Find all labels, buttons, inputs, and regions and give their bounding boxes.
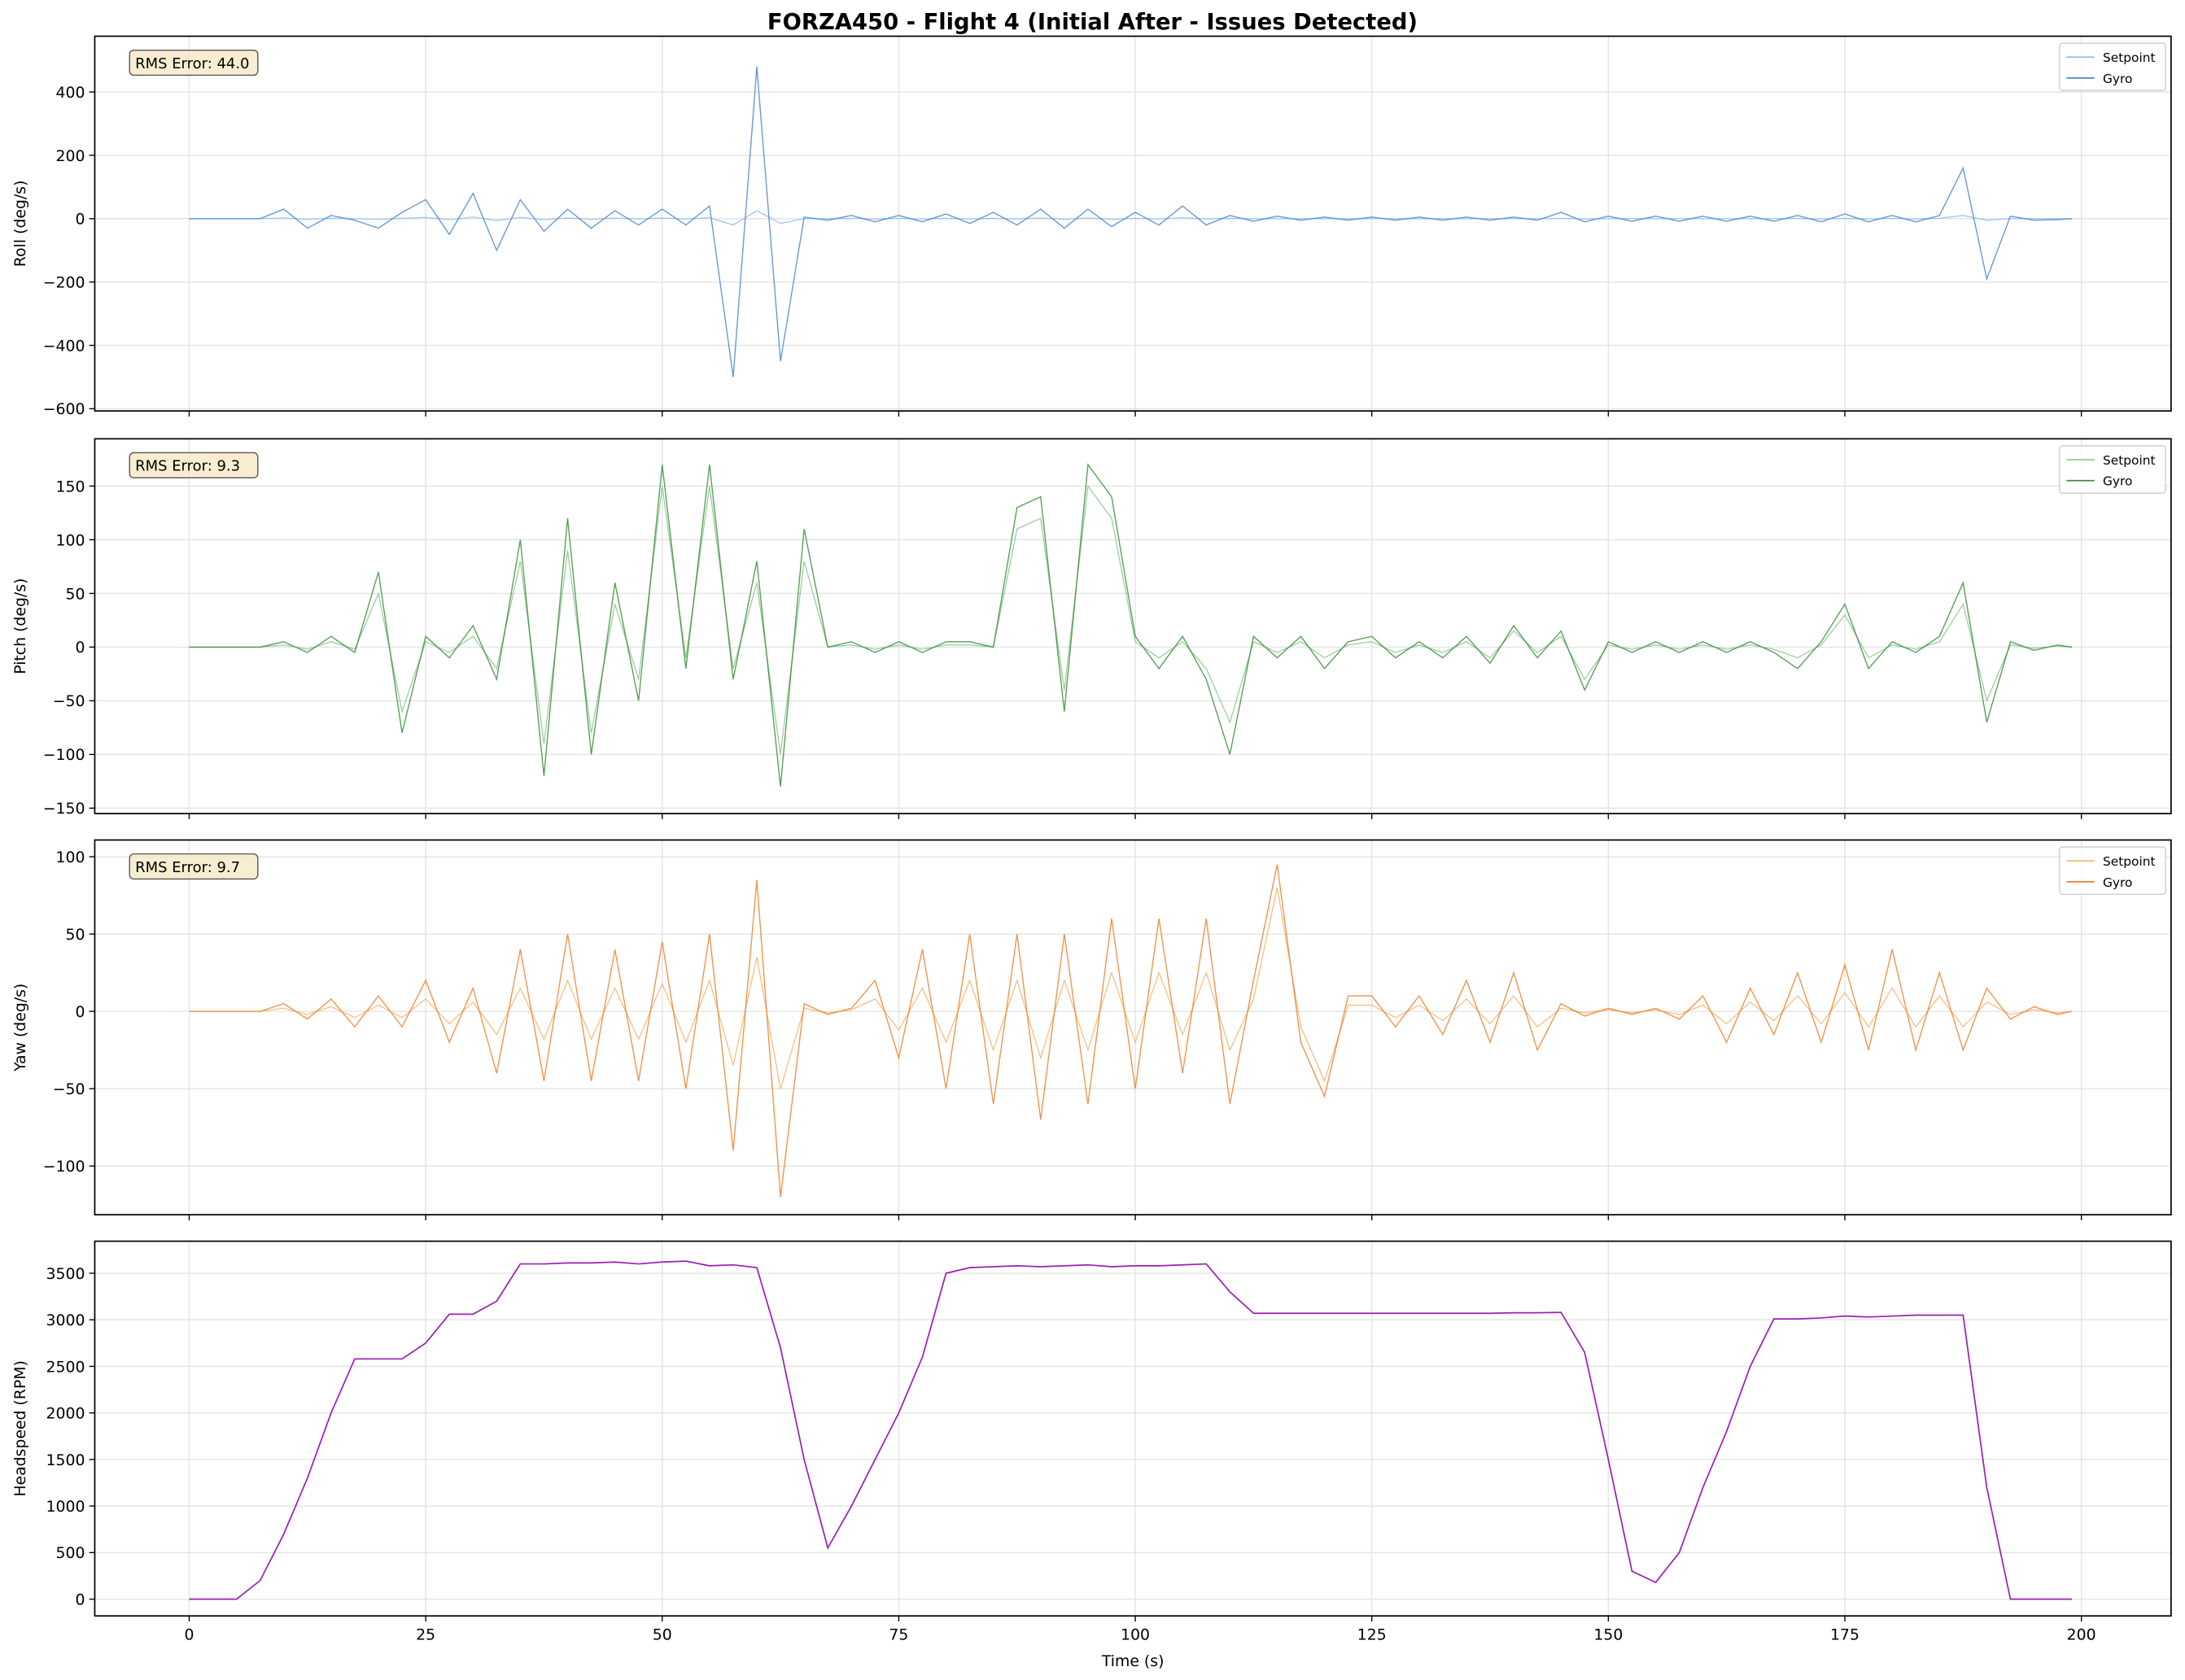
y-tick-label: 200 — [56, 148, 85, 165]
axes-frame — [94, 438, 2172, 814]
y-tick-label: −400 — [43, 338, 85, 355]
x-tick-label: 175 — [1830, 1626, 1859, 1643]
y-tick-label: 100 — [56, 849, 85, 866]
annotation-box — [129, 853, 259, 880]
x-axis-label: Time (s) — [1101, 1653, 1165, 1670]
y-axis-label: Yaw (deg/s) — [12, 984, 29, 1072]
y-tick-label: 0 — [75, 639, 85, 657]
x-tick-label: 25 — [416, 1626, 435, 1643]
annotation: RMS Error: 9.3 — [135, 458, 240, 475]
y-tick-label: 1000 — [46, 1499, 85, 1516]
y-tick-label: 1500 — [46, 1452, 85, 1469]
y-tick-label: 3000 — [46, 1312, 85, 1329]
data-line — [189, 463, 2073, 788]
y-tick-label: 0 — [75, 1004, 85, 1021]
figure-title: FORZA450 - Flight 4 (Initial After - Iss… — [767, 10, 1418, 35]
legend-label: Setpoint — [2103, 453, 2156, 468]
x-tick-label: 50 — [653, 1626, 672, 1643]
x-tick-label: 100 — [1121, 1626, 1150, 1643]
y-tick-label: 50 — [65, 586, 85, 603]
axes-frame — [94, 1240, 2172, 1617]
y-tick-label: 500 — [56, 1545, 85, 1562]
y-axis-label: Pitch (deg/s) — [12, 578, 29, 674]
axes-frame — [94, 839, 2172, 1215]
x-tick-label: 150 — [1593, 1626, 1623, 1643]
annotation: RMS Error: 9.7 — [135, 859, 240, 876]
y-tick-label: 0 — [75, 212, 85, 229]
data-line — [189, 1260, 2073, 1600]
y-tick-label: 0 — [75, 1591, 85, 1608]
x-tick-label: 75 — [889, 1626, 908, 1643]
data-line — [189, 484, 2073, 755]
y-tick-label: −600 — [43, 401, 85, 418]
data-line — [189, 887, 2073, 1089]
y-axis-label: Headspeed (RPM) — [12, 1360, 29, 1496]
y-tick-label: 3500 — [46, 1266, 85, 1283]
x-tick-label: 0 — [184, 1626, 194, 1643]
data-line — [189, 66, 2073, 377]
legend-box — [2059, 42, 2166, 91]
data-line — [189, 210, 2073, 226]
x-tick-label: 125 — [1357, 1626, 1387, 1643]
legend-label: Gyro — [2103, 474, 2132, 489]
y-tick-label: 50 — [65, 927, 85, 944]
y-tick-label: −150 — [43, 801, 85, 818]
y-tick-label: 100 — [56, 532, 85, 549]
annotation-box — [129, 452, 259, 478]
y-tick-label: 2000 — [46, 1406, 85, 1423]
y-tick-label: 150 — [56, 478, 85, 495]
annotation-box — [129, 49, 259, 76]
annotation: RMS Error: 44.0 — [135, 55, 249, 72]
y-axis-label: Roll (deg/s) — [12, 181, 29, 268]
data-line — [189, 864, 2073, 1198]
legend-label: Gyro — [2103, 72, 2132, 86]
y-tick-label: −100 — [43, 747, 85, 764]
y-tick-label: 400 — [56, 85, 85, 102]
y-tick-label: 2500 — [46, 1359, 85, 1376]
axes-frame — [94, 35, 2172, 412]
y-tick-label: −50 — [53, 1081, 85, 1098]
legend-label: Gyro — [2103, 875, 2132, 890]
y-tick-label: −200 — [43, 275, 85, 292]
x-tick-label: 200 — [2067, 1626, 2096, 1643]
y-tick-label: −100 — [43, 1159, 85, 1176]
legend-label: Setpoint — [2103, 854, 2156, 869]
y-tick-label: −50 — [53, 693, 85, 710]
legend-label: Setpoint — [2103, 50, 2156, 65]
